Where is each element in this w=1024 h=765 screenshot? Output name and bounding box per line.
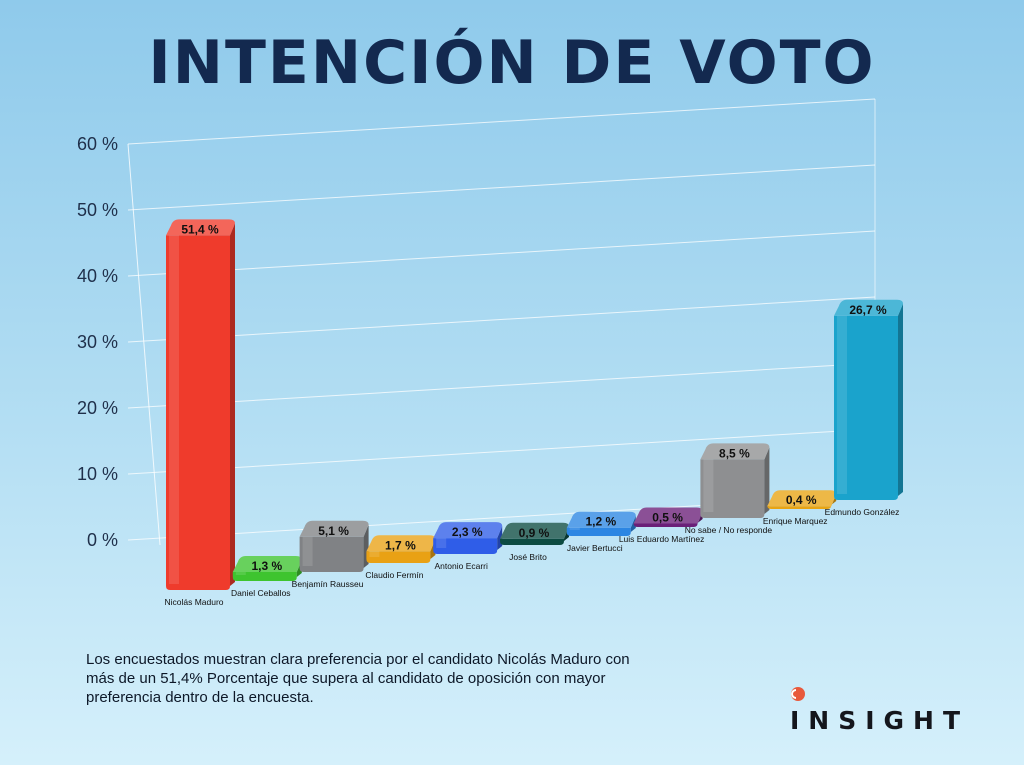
y-tick-label: 10 % xyxy=(77,464,118,484)
bar-3 xyxy=(299,520,369,572)
bar-value-label: 0,5 % xyxy=(652,511,683,525)
bar-value-label: 26,7 % xyxy=(849,303,887,317)
y-axis-line xyxy=(127,143,161,546)
bar-category-label: Daniel Ceballos xyxy=(231,588,291,598)
chart-labels: 51,4 % Nicolás Maduro 1,3 % Daniel Ceballos… xyxy=(164,222,899,607)
bar-value-label: 51,4 % xyxy=(181,222,219,236)
y-tick-label: 60 % xyxy=(77,134,118,154)
bar-front xyxy=(166,235,230,590)
grid-line xyxy=(127,98,876,145)
bar-front xyxy=(433,538,498,554)
bar-category-label: Javier Bertucci xyxy=(567,543,623,553)
chart-caption: Los encuestados muestran clara preferenc… xyxy=(86,651,630,706)
bar-value-label: 1,3 % xyxy=(251,559,282,573)
y-tick-label: 50 % xyxy=(77,200,118,220)
grid-line xyxy=(127,296,876,343)
bar-highlight xyxy=(436,538,447,548)
bar-side xyxy=(497,526,503,550)
bar-4 xyxy=(366,535,436,563)
y-tick-label: 0 % xyxy=(87,530,118,550)
bar-top xyxy=(633,507,703,524)
bar-10 xyxy=(767,490,837,509)
grid-line xyxy=(127,428,876,475)
bar-value-label: 5,1 % xyxy=(318,524,349,538)
bar-top xyxy=(232,556,302,573)
y-axis-ticks: 0 % 10 % 20 % 30 % 40 % 50 % 60 % xyxy=(77,134,118,550)
bar-top xyxy=(500,522,569,539)
bar-front xyxy=(834,315,898,500)
bar-value-label: 1,7 % xyxy=(385,538,416,552)
bar-side xyxy=(764,447,770,514)
bar-2 xyxy=(232,556,302,581)
bar-top xyxy=(700,443,770,460)
logo-mark-arc xyxy=(791,689,797,699)
grid-line xyxy=(127,164,876,211)
bar-top xyxy=(299,520,369,537)
bar-highlight xyxy=(569,527,580,530)
bar-side xyxy=(230,223,235,586)
bar-5 xyxy=(433,522,503,554)
bar-highlight xyxy=(235,572,246,575)
bar-top xyxy=(366,535,436,552)
brand-name: INSIGHT xyxy=(790,706,970,735)
bar-category-label: Antonio Ecarri xyxy=(435,561,488,571)
bar-9 xyxy=(700,443,770,518)
bar-top xyxy=(834,299,903,316)
bar-top xyxy=(166,219,235,236)
bar-front xyxy=(566,527,631,536)
chart-title: INTENCIÓN DE VOTO xyxy=(148,28,876,98)
bar-top xyxy=(433,522,503,539)
grid-line xyxy=(127,230,876,277)
bar-category-label: Claudio Fermín xyxy=(365,570,423,580)
bar-value-label: 0,4 % xyxy=(786,493,817,507)
bar-side xyxy=(898,303,903,496)
grid-line xyxy=(127,362,876,409)
bar-value-label: 8,5 % xyxy=(719,446,750,460)
bar-category-label: Edmundo González xyxy=(825,507,900,517)
y-tick-label: 30 % xyxy=(77,332,118,352)
logo-mark-circle xyxy=(791,687,805,701)
bar-highlight xyxy=(302,536,313,566)
bar-1 xyxy=(166,219,235,590)
logo-mark-icon xyxy=(791,687,805,701)
bar-top xyxy=(767,490,837,507)
bar-front xyxy=(500,538,564,545)
bar-7 xyxy=(566,511,636,536)
bar-front xyxy=(700,459,765,518)
bar-highlight xyxy=(703,459,714,512)
bar-category-label: Luis Eduardo Martínez xyxy=(619,534,705,544)
bar-front xyxy=(633,523,698,527)
bar-front xyxy=(232,572,297,581)
bar-value-label: 2,3 % xyxy=(452,525,483,539)
bar-chart: 0 % 10 % 20 % 30 % 40 % 50 % 60 % 51,4 % Nicolá… xyxy=(76,98,903,607)
bar-category-label: Benjamín Rausseu xyxy=(292,579,364,589)
bar-front xyxy=(299,536,364,572)
bar-6 xyxy=(500,522,569,545)
bar-11 xyxy=(834,299,903,500)
chart-grid xyxy=(127,98,876,546)
y-tick-label: 40 % xyxy=(77,266,118,286)
bar-category-label: Enrique Marquez xyxy=(763,516,828,526)
y-tick-label: 20 % xyxy=(77,398,118,418)
bar-highlight xyxy=(169,235,179,584)
bar-side xyxy=(630,515,636,532)
bar-front xyxy=(366,551,431,563)
bar-highlight xyxy=(369,551,380,557)
bar-highlight xyxy=(837,315,847,494)
bar-top xyxy=(566,511,636,528)
bar-category-label: No sabe / No responde xyxy=(685,525,773,535)
bar-value-label: 0,9 % xyxy=(519,526,550,540)
bar-value-label: 1,2 % xyxy=(585,515,616,529)
bar-8 xyxy=(633,507,703,527)
bar-category-label: Nicolás Maduro xyxy=(164,597,223,607)
bar-category-label: José Brito xyxy=(509,552,547,562)
chart-bars xyxy=(166,219,903,590)
bar-front xyxy=(767,505,832,509)
